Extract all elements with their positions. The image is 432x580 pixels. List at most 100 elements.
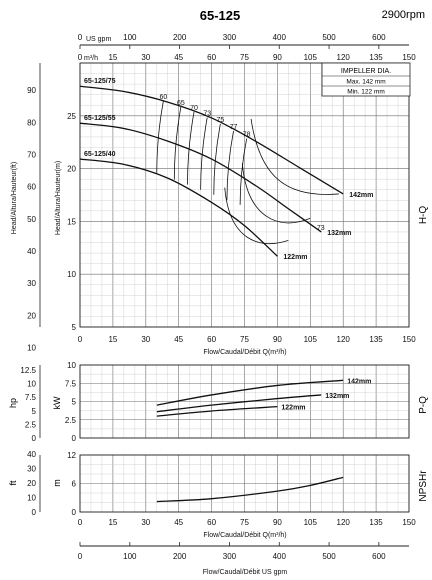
npsh-m-tick: 6 — [72, 480, 77, 489]
pq-kw-tick: 5 — [72, 398, 77, 407]
hq-ft-tick: 90 — [27, 86, 36, 95]
top-m3h-tick: 45 — [174, 53, 183, 62]
pq-hp-tick: 12.5 — [20, 366, 36, 375]
top-m3h-tick: 90 — [273, 53, 282, 62]
top-m3h-tick: 0 — [78, 53, 83, 62]
efficiency-line — [250, 118, 339, 195]
hq-x-tick: 45 — [174, 335, 183, 344]
top-usgpm-tick: 0 — [78, 33, 83, 42]
pq-curve-label: 142mm — [347, 378, 371, 385]
model-label: 65-125/40 — [84, 151, 116, 158]
hq-curve-122mm — [79, 158, 278, 257]
hq-x-tick: 120 — [337, 335, 351, 344]
hq-m-tick: 10 — [67, 270, 76, 279]
hq-x-tick: 135 — [369, 335, 383, 344]
top-m3h-unit: m³/h — [84, 55, 98, 62]
hq-ft-tick: 60 — [27, 183, 36, 192]
npsh-x-tick: 60 — [207, 518, 216, 527]
npsh-ft-tick: 30 — [27, 465, 36, 474]
hq-x-tick: 30 — [141, 335, 150, 344]
npsh-x-tick: 135 — [369, 518, 383, 527]
hq-ft-tick: 20 — [27, 311, 36, 320]
efficiency-line — [156, 100, 164, 173]
npsh-xlabel: Flow/Caudal/Débit Q(m³/h) — [203, 532, 286, 539]
pq-kw-tick: 2.5 — [65, 416, 77, 425]
npsh-x-tick: 15 — [108, 518, 117, 527]
curves: 142mm 132mm 122mm 65-125/75 65-125/55 65-125/… — [79, 78, 373, 503]
npsh-left-label: ft — [8, 480, 18, 486]
pq-left-label: hp — [8, 398, 18, 408]
top-m3h-tick: 60 — [207, 53, 216, 62]
hq-ft-tick: 30 — [27, 279, 36, 288]
pq-kw-tick: 7.5 — [65, 379, 77, 388]
top-usgpm-tick: 200 — [173, 33, 187, 42]
npsh-frame — [79, 454, 410, 513]
top-m3h-tick: 15 — [108, 53, 117, 62]
bottom-usgpm-tick: 300 — [223, 552, 237, 561]
top-m3h-tick: 120 — [337, 53, 351, 62]
pq-hp-tick: 2.5 — [25, 420, 37, 429]
efficiency-label: 60 — [159, 94, 167, 101]
efficiency-line — [173, 106, 182, 180]
efficiency-line — [187, 111, 195, 185]
top-m3h-tick: 150 — [402, 53, 416, 62]
top-m3h-tick: 75 — [240, 53, 249, 62]
bottom-usgpm-tick: 200 — [173, 552, 187, 561]
hq-x-tick: 90 — [273, 335, 282, 344]
pq-kw-tick: 10 — [67, 361, 76, 370]
npsh-curve — [156, 476, 344, 503]
npsh-x-tick: 90 — [273, 518, 282, 527]
pq-curve-132mm — [156, 394, 322, 413]
npsh-x-tick: 120 — [337, 518, 351, 527]
efficiency-line — [213, 123, 221, 195]
hq-ft-tick: 50 — [27, 215, 36, 224]
hq-x-tick: 75 — [240, 335, 249, 344]
bottom-usgpm-tick: 400 — [273, 552, 287, 561]
npsh-x-tick: 0 — [78, 518, 83, 527]
efficiency-label: 73 — [317, 225, 325, 232]
hq-x-tick: 0 — [78, 335, 83, 344]
bottom-usgpm-tick: 100 — [123, 552, 137, 561]
model-label: 65-125/75 — [84, 78, 116, 85]
pq-frame — [79, 364, 410, 439]
top-usgpm-unit: US gpm — [86, 36, 111, 43]
hq-left-label: Head/Altura/Hauteur(ft) — [11, 162, 18, 234]
top-m3h-tick: 30 — [141, 53, 150, 62]
top-usgpm-tick: 500 — [322, 33, 336, 42]
hq-x-tick: 150 — [402, 335, 416, 344]
npsh-right-label: m — [52, 479, 62, 487]
efficiency-line — [224, 187, 289, 244]
npsh-m-tick: 0 — [72, 508, 77, 517]
side-label-npsh: NPSHr — [418, 470, 429, 502]
efficiency-line — [226, 130, 234, 200]
bottom-xlabel: Flow/Caudal/Débit US gpm — [203, 569, 288, 576]
top-m3h-tick: 135 — [369, 53, 383, 62]
hq-m-tick: 25 — [67, 112, 76, 121]
hq-curve-132mm — [79, 122, 322, 233]
pq-curve-122mm — [156, 405, 278, 417]
impeller-max: Max. 142 mm — [346, 79, 385, 86]
impeller-min: Min. 122 mm — [347, 89, 385, 96]
top-usgpm-tick: 400 — [273, 33, 287, 42]
hq-xlabel: Flow/Caudal/Débit Q(m³/h) — [203, 349, 286, 356]
impeller-title: IMPELLER DIA. — [341, 68, 391, 75]
hq-m-tick: 20 — [67, 165, 76, 174]
hq-ft-tick: 40 — [27, 247, 36, 256]
hq-curve-label: 142mm — [349, 192, 373, 199]
npsh-ft-tick: 40 — [27, 450, 36, 459]
top-usgpm-tick: 300 — [223, 33, 237, 42]
efficiency-line — [239, 138, 248, 205]
grids — [79, 62, 410, 513]
pq-hp-tick: 0 — [32, 434, 37, 443]
pq-kw-tick: 0 — [72, 434, 77, 443]
efficiency-line — [200, 117, 208, 190]
efficiency-label: 70 — [190, 105, 198, 112]
efficiency-label: 65 — [177, 100, 185, 107]
hq-ft-tick: 70 — [27, 150, 36, 159]
pq-curve-label: 122mm — [281, 405, 305, 412]
hq-x-tick: 60 — [207, 335, 216, 344]
npsh-ft-tick: 0 — [32, 508, 37, 517]
chart-title: 65-125 — [200, 8, 240, 23]
pq-right-label: kW — [52, 396, 62, 410]
pq-hp-tick: 7.5 — [25, 393, 37, 402]
